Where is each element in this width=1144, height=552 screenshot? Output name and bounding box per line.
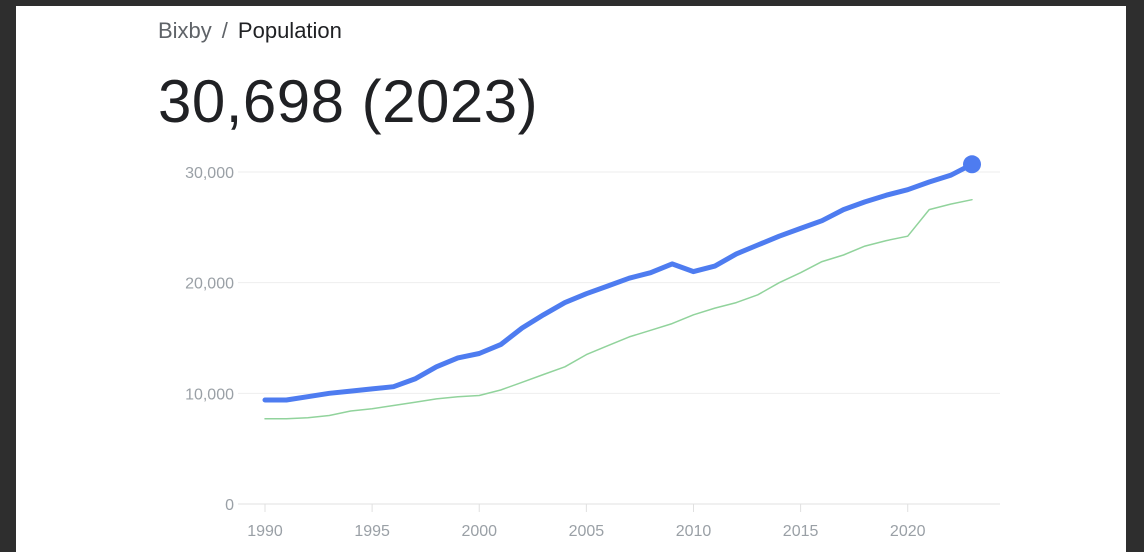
x-tick-label: 2000 — [461, 523, 497, 540]
breadcrumb-separator: / — [221, 18, 228, 43]
breadcrumb: Bixby / Population — [158, 18, 342, 44]
y-tick-label: 10,000 — [185, 386, 234, 403]
x-tick-label: 2005 — [569, 523, 605, 540]
comparison-series-line — [264, 198, 973, 420]
population-headline: 30,698 (2023) — [158, 68, 539, 135]
x-tick-label: 2020 — [890, 523, 926, 540]
x-tick-label: 1990 — [247, 523, 283, 540]
breadcrumb-topic: Population — [237, 18, 342, 43]
panel — [16, 6, 1126, 552]
x-tick-label: 2015 — [783, 523, 819, 540]
breadcrumb-place-link[interactable]: Bixby — [158, 18, 212, 43]
primary-series-line — [262, 161, 975, 403]
latest-value-marker[interactable] — [963, 155, 981, 174]
x-tick-label: 1995 — [354, 523, 390, 540]
y-tick-label: 30,000 — [185, 165, 234, 182]
y-tick-label: 20,000 — [185, 276, 234, 293]
y-tick-label: 0 — [225, 497, 234, 514]
x-tick-label: 2010 — [676, 523, 712, 540]
